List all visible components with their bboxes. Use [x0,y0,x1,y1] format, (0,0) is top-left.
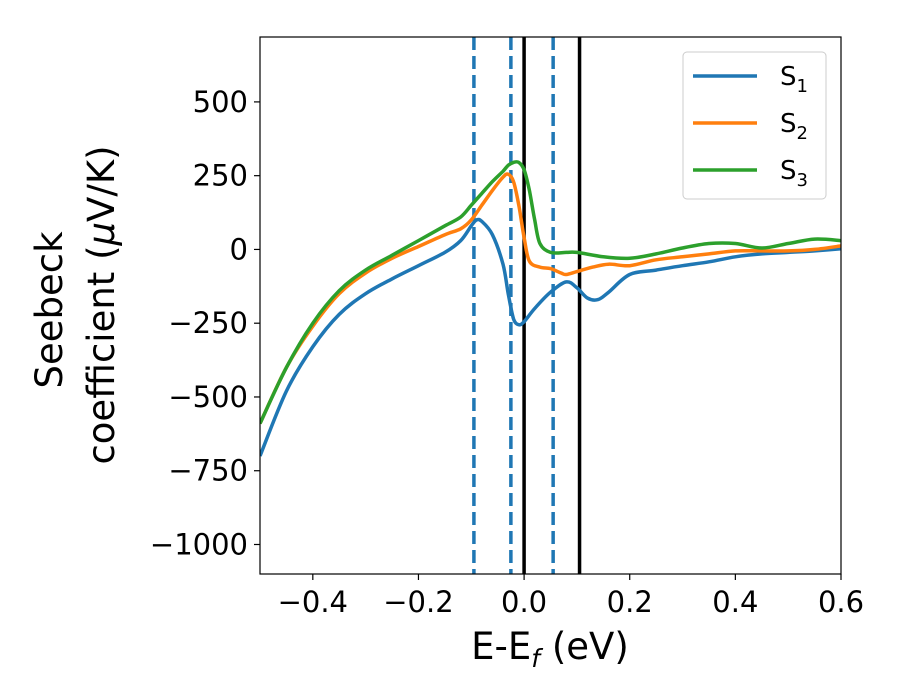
y-axis-title-line2: coefficient (μV/K) [80,145,123,464]
plot-frame [259,36,842,575]
legend-label-s2: S2 [780,109,808,144]
legend: S1 S2 S3 [682,51,827,200]
legend-item-s3: S3 [693,156,808,191]
y-axis-title-line1: Seebeck [28,231,71,389]
y-axis-ticks: 500 250 0 −250 −500 −750 −1000 [150,85,260,561]
series-line-s3 [260,159,841,425]
legend-box [682,51,827,200]
x-tick-label: 0.4 [712,585,758,619]
legend-label-s3: S3 [780,156,808,191]
x-tick-label: 0.6 [818,585,864,619]
y-tick-label: −750 [168,454,248,488]
x-tick-label: −0.4 [278,585,348,619]
series-line-s1 [260,217,841,457]
y-axis-title: Seebeck coefficient (μV/K) [28,145,123,464]
legend-label-s1: S1 [780,62,808,97]
x-tick-label: 0.0 [501,585,547,619]
y-tick-label: 500 [193,85,248,119]
y-tick-label: 0 [230,232,248,266]
y-tick-label: −500 [168,380,248,414]
reference-lines [472,37,582,574]
y-tick-label: −250 [168,306,248,340]
series-line-s2 [260,172,841,425]
x-axis-title: E-Ef (eV) [471,625,629,673]
x-tick-label: 0.2 [607,585,653,619]
x-tick-label: −0.2 [383,585,453,619]
legend-item-s1: S1 [693,62,808,97]
y-tick-label: 250 [193,159,248,193]
y-tick-label: −1000 [150,527,248,561]
x-axis-ticks: −0.4 −0.2 0.0 0.2 0.4 0.6 [278,574,864,619]
series-lines [260,159,841,457]
legend-item-s2: S2 [693,109,808,144]
